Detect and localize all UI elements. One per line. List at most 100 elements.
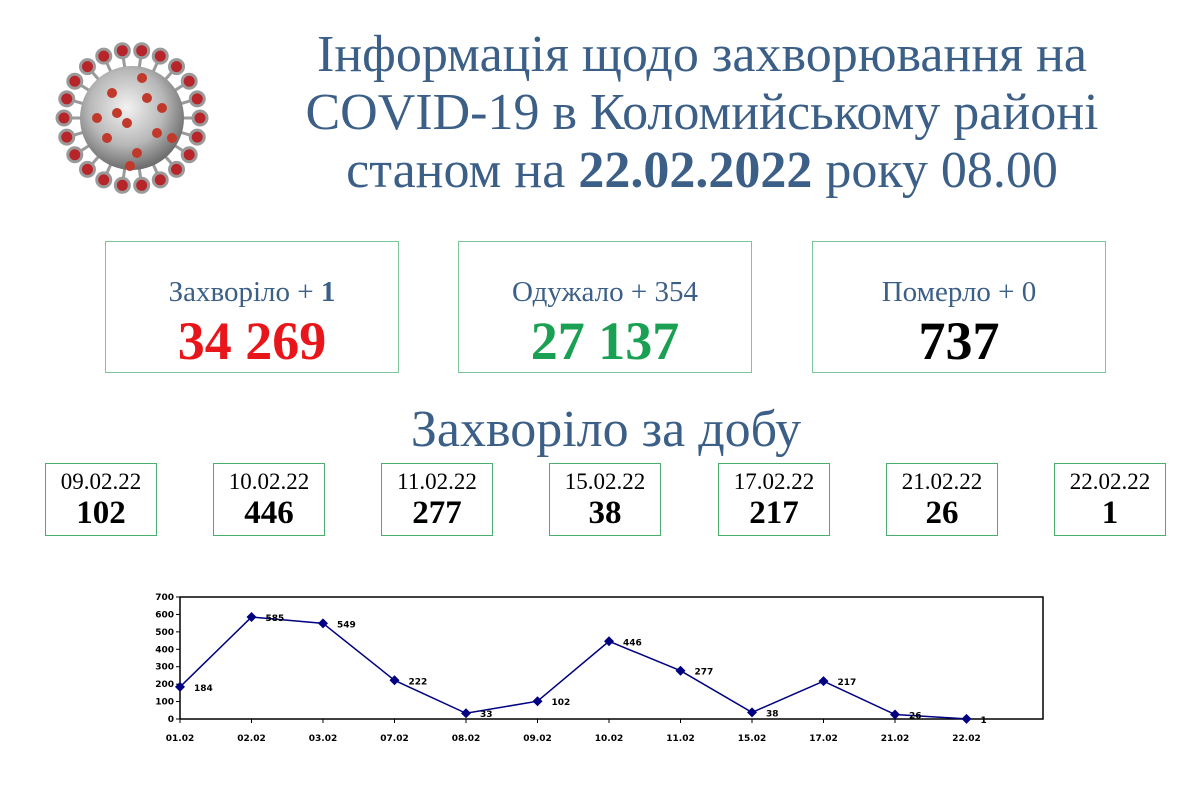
daily-date: 10.02.22: [228, 469, 310, 494]
stat-delta: 1: [320, 276, 336, 308]
daily-date: 22.02.22: [1069, 469, 1151, 494]
stat-label-text: Померло +: [881, 276, 1022, 308]
page-title: Інформація щодо захворювання на COVID-19…: [232, 26, 1172, 200]
data-label: 217: [838, 678, 857, 688]
virus-protein: [107, 88, 117, 98]
series-line: [179, 616, 967, 720]
data-label: 549: [337, 620, 356, 630]
virus-spike-tip: [113, 176, 131, 194]
coronavirus-icon: [55, 42, 209, 194]
stat-label: Одужало + 354: [459, 275, 751, 309]
x-tick-label: 22.02: [952, 734, 980, 744]
virus-protein: [122, 118, 132, 128]
daily-card: 09.02.22 102: [45, 463, 157, 536]
virus-protein: [157, 103, 167, 113]
x-tick-label: 03.02: [309, 734, 337, 744]
y-tick-label: 700: [155, 593, 174, 603]
virus-spike-tip: [95, 47, 113, 65]
data-point: [461, 708, 471, 719]
data-label: 446: [623, 638, 642, 648]
virus-spike-tip: [58, 90, 76, 108]
daily-card: 17.02.22 217: [718, 463, 830, 536]
virus-spike-tip: [188, 128, 206, 146]
stat-label-text: Захворіло +: [168, 276, 321, 308]
title-line-3: станом на 22.02.2022 року 08.00: [232, 142, 1172, 200]
title-line-2: COVID-19 в Коломийському районі: [305, 84, 1099, 141]
daily-card: 22.02.22 1: [1054, 463, 1166, 536]
virus-protein: [112, 108, 122, 118]
daily-count: 102: [76, 495, 126, 531]
daily-count: 1: [1101, 495, 1119, 531]
daily-count: 217: [749, 495, 799, 531]
y-tick-label: 200: [155, 680, 174, 690]
data-point: [818, 676, 829, 687]
daily-card: 10.02.22 446: [213, 463, 325, 536]
stat-value: 27 137: [530, 311, 680, 371]
virus-spike-tip: [151, 171, 169, 189]
virus-spike-tip: [180, 72, 198, 90]
data-point: [389, 675, 400, 686]
virus-spike-tip: [78, 160, 96, 178]
title-date: 22.02.2022: [578, 142, 813, 199]
x-tick-label: 02.02: [237, 734, 265, 744]
daily-title: Захворіло за добу: [410, 401, 802, 458]
stat-value: 737: [918, 311, 1000, 371]
virus-spike-tip: [188, 90, 206, 108]
virus-spike-tip: [66, 72, 84, 90]
x-tick-label: 11.02: [666, 734, 694, 744]
stat-card-recovered: Одужало + 354 27 137: [458, 241, 752, 373]
stat-label-text: Одужало +: [512, 276, 655, 308]
daily-date: 11.02.22: [397, 469, 477, 494]
stat-delta: 0: [1021, 276, 1037, 308]
data-label: 222: [409, 677, 428, 687]
daily-count: 277: [412, 495, 462, 531]
daily-date: 09.02.22: [60, 469, 142, 494]
stat-label: Померло + 0: [813, 275, 1105, 309]
virus-protein: [92, 113, 102, 123]
data-label: 1: [981, 716, 987, 726]
data-point: [747, 707, 757, 718]
title-prefix: станом на: [346, 142, 579, 199]
daily-date: 17.02.22: [733, 469, 815, 494]
daily-count: 446: [244, 495, 294, 531]
daily-card: 21.02.22 26: [886, 463, 998, 536]
x-tick-label: 01.02: [166, 734, 194, 744]
y-tick-label: 0: [168, 715, 174, 725]
data-point: [675, 665, 686, 676]
daily-date: 21.02.22: [901, 469, 983, 494]
y-tick-label: 600: [155, 610, 174, 620]
data-point: [318, 618, 328, 629]
daily-count: 38: [588, 495, 622, 531]
daily-card: 11.02.22 277: [381, 463, 493, 536]
y-tick-label: 100: [155, 698, 174, 708]
virus-protein: [152, 128, 162, 138]
data-label: 33: [480, 710, 493, 720]
stat-card-died: Померло + 0 737: [812, 241, 1106, 373]
virus-protein: [132, 148, 142, 158]
x-tick-label: 08.02: [452, 734, 480, 744]
virus-spike-tip: [180, 146, 198, 164]
stat-label: Захворіло + 1: [106, 275, 398, 309]
data-point: [604, 636, 614, 647]
plot-area: [179, 596, 1044, 720]
data-point: [890, 709, 900, 720]
data-label: 277: [695, 668, 714, 678]
virus-protein: [137, 73, 147, 83]
virus-spike-tip: [55, 109, 73, 127]
virus-spike-tip: [191, 109, 209, 127]
x-tick-label: 07.02: [380, 734, 408, 744]
daily-card: 15.02.22 38: [549, 463, 661, 536]
virus-spike-tip: [66, 146, 84, 164]
stat-card-sick: Захворіло + 1 34 269: [105, 241, 399, 373]
title-suffix: року 08.00: [812, 142, 1058, 199]
virus-spike-tip: [151, 47, 169, 65]
virus-protein: [102, 133, 112, 143]
virus-spike-tip: [133, 42, 151, 60]
x-tick-label: 17.02: [809, 734, 837, 744]
virus-spike-tip: [58, 128, 76, 146]
x-tick-label: 21.02: [881, 734, 909, 744]
data-point: [175, 681, 185, 692]
daily-date: 15.02.22: [564, 469, 646, 494]
data-label: 585: [266, 614, 285, 624]
virus-spike-tip: [95, 171, 113, 189]
